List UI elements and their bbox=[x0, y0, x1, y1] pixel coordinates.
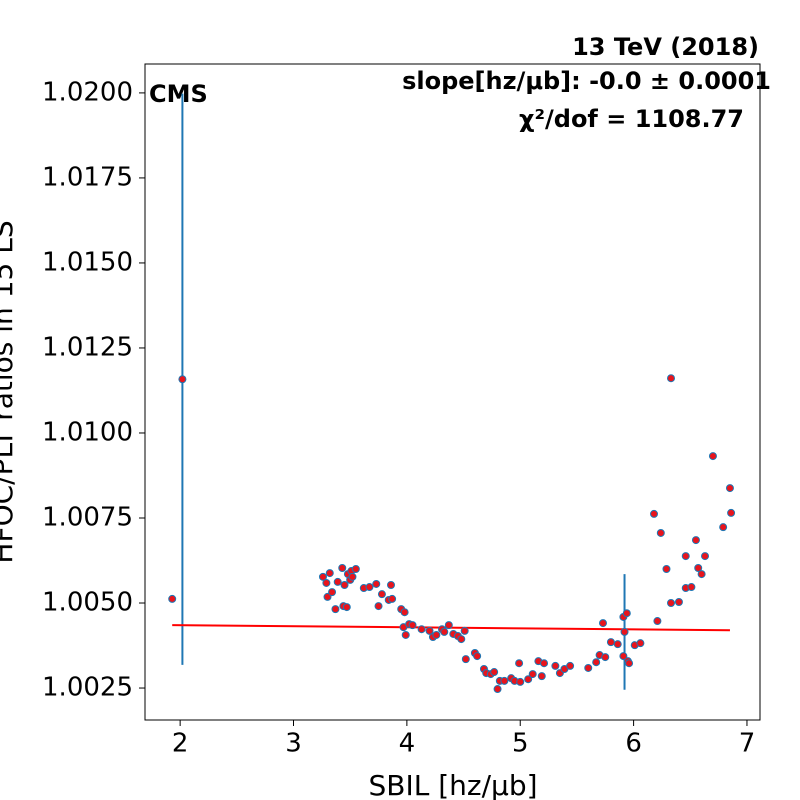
data-point bbox=[318, 572, 327, 581]
plot-frame bbox=[144, 63, 761, 721]
data-point bbox=[322, 578, 331, 587]
y-tick-label: 1.0050 bbox=[42, 588, 133, 618]
x-tick-label: 6 bbox=[625, 729, 642, 759]
data-point bbox=[328, 588, 337, 597]
annotation: χ²/dof = 1108.77 bbox=[519, 105, 744, 133]
data-point bbox=[168, 594, 177, 603]
data-point bbox=[584, 663, 593, 672]
data-point bbox=[374, 602, 383, 611]
data-point bbox=[697, 570, 706, 579]
data-point bbox=[592, 658, 601, 667]
x-tick-label: 2 bbox=[172, 729, 189, 759]
data-point bbox=[515, 659, 524, 668]
data-point bbox=[619, 652, 628, 661]
data-point bbox=[566, 661, 575, 670]
x-tick-label: 4 bbox=[399, 729, 416, 759]
data-point bbox=[650, 509, 659, 518]
data-point bbox=[440, 627, 449, 636]
y-tick-label: 1.0125 bbox=[42, 332, 133, 362]
data-point bbox=[323, 592, 332, 601]
data-point bbox=[460, 626, 469, 635]
data-point bbox=[620, 627, 629, 636]
data-point bbox=[490, 668, 499, 677]
data-point bbox=[667, 599, 676, 608]
annotation: slope[hz/μb]: -0.0 ± 0.0001 bbox=[402, 67, 771, 95]
data-point bbox=[551, 661, 560, 670]
data-point bbox=[667, 374, 676, 383]
data-point bbox=[340, 580, 349, 589]
data-point bbox=[500, 676, 509, 685]
data-point bbox=[516, 677, 525, 686]
data-point bbox=[613, 640, 622, 649]
data-point bbox=[606, 638, 615, 647]
y-axis-label: HFOC/PLT ratios in 15 LS bbox=[0, 220, 19, 563]
data-point bbox=[417, 625, 426, 634]
data-point bbox=[493, 685, 502, 694]
y-tick-label: 1.0175 bbox=[42, 162, 133, 192]
data-point bbox=[601, 653, 610, 662]
data-point bbox=[725, 484, 734, 493]
data-point bbox=[342, 603, 351, 612]
data-point bbox=[461, 655, 470, 664]
data-point bbox=[432, 630, 441, 639]
data-point bbox=[528, 670, 537, 679]
chart-title: 13 TeV (2018) bbox=[572, 33, 759, 61]
x-tick-label: 7 bbox=[739, 729, 756, 759]
x-axis-label: SBIL [hz/μb] bbox=[368, 769, 537, 800]
data-point bbox=[694, 563, 703, 572]
data-point bbox=[708, 452, 717, 461]
data-point bbox=[473, 652, 482, 661]
data-point bbox=[408, 621, 417, 630]
x-tick-label: 3 bbox=[285, 729, 302, 759]
data-point bbox=[691, 536, 700, 545]
data-point bbox=[388, 594, 397, 603]
data-point bbox=[331, 605, 340, 614]
data-point bbox=[656, 528, 665, 537]
data-point bbox=[457, 635, 466, 644]
data-point bbox=[372, 579, 381, 588]
cms-label: CMS bbox=[149, 80, 208, 108]
data-point bbox=[653, 617, 662, 626]
data-point bbox=[338, 563, 347, 572]
data-point bbox=[325, 569, 334, 578]
data-point bbox=[178, 375, 187, 384]
data-point bbox=[333, 577, 342, 586]
data-point bbox=[674, 597, 683, 606]
y-tick-label: 1.0100 bbox=[42, 417, 133, 447]
data-point bbox=[444, 621, 453, 630]
data-point bbox=[387, 580, 395, 589]
data-point bbox=[727, 508, 736, 517]
data-point bbox=[662, 565, 671, 574]
data-point bbox=[537, 672, 546, 681]
data-point bbox=[348, 572, 357, 581]
y-tick-label: 1.0075 bbox=[42, 502, 133, 532]
data-point bbox=[365, 583, 374, 592]
data-point bbox=[400, 608, 409, 617]
y-tick-label: 1.0150 bbox=[42, 247, 133, 277]
data-point bbox=[719, 523, 728, 532]
data-point bbox=[524, 675, 533, 684]
data-point bbox=[701, 552, 710, 561]
data-point bbox=[425, 626, 434, 635]
data-point bbox=[681, 552, 690, 561]
data-point bbox=[636, 639, 645, 648]
data-point bbox=[598, 619, 607, 628]
y-tick-label: 1.0025 bbox=[42, 673, 133, 703]
data-point bbox=[625, 659, 634, 668]
data-point bbox=[377, 590, 386, 599]
data-point bbox=[401, 630, 410, 639]
x-tick-label: 5 bbox=[512, 729, 529, 759]
y-tick-label: 1.0200 bbox=[42, 77, 133, 107]
data-point bbox=[351, 565, 360, 574]
data-point bbox=[622, 609, 631, 618]
data-point bbox=[540, 659, 549, 668]
data-point bbox=[687, 583, 696, 592]
